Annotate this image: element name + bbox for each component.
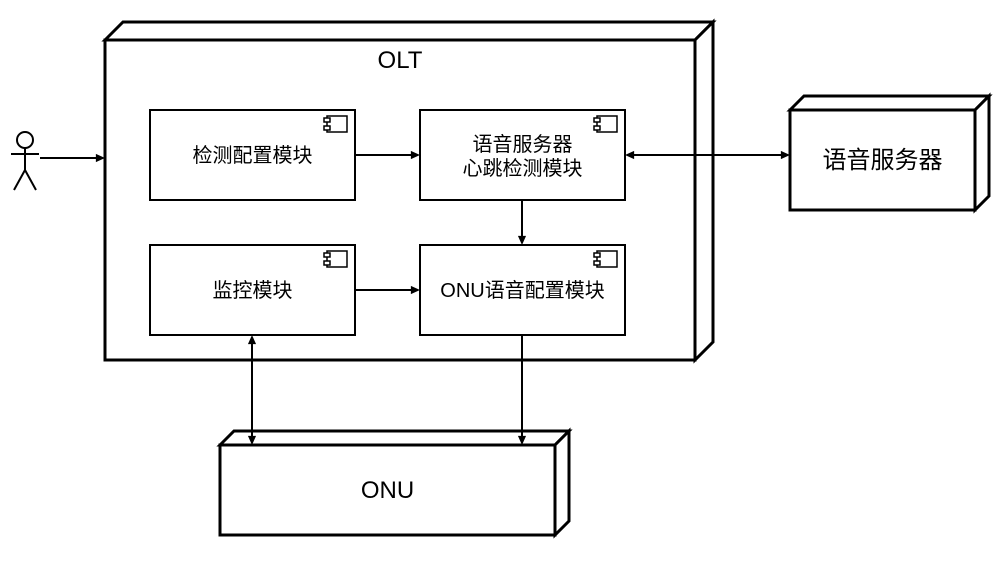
- voice-server-box: 语音服务器: [790, 96, 989, 210]
- monitor-label: 监控模块: [213, 279, 293, 302]
- actor-user: [11, 132, 39, 190]
- component-icon: [324, 116, 347, 132]
- onu-box: ONU: [220, 431, 569, 535]
- olt-label: OLT: [378, 47, 423, 74]
- component-icon: [594, 251, 617, 267]
- module-heartbeat: 语音服务器 心跳检测模块: [420, 110, 625, 200]
- module-monitor: 监控模块: [150, 245, 355, 335]
- heartbeat-label-2: 心跳检测模块: [463, 157, 583, 180]
- component-icon: [324, 251, 347, 267]
- detect-config-label: 检测配置模块: [193, 144, 313, 167]
- onu-voice-config-label: ONU语音配置模块: [440, 279, 604, 302]
- module-detect-config: 检测配置模块: [150, 110, 355, 200]
- onu-label: ONU: [361, 477, 414, 504]
- heartbeat-label-1: 语音服务器: [473, 133, 573, 156]
- module-onu-voice-config: ONU语音配置模块: [420, 245, 625, 335]
- component-icon: [594, 116, 617, 132]
- voice-server-label: 语音服务器: [823, 147, 943, 174]
